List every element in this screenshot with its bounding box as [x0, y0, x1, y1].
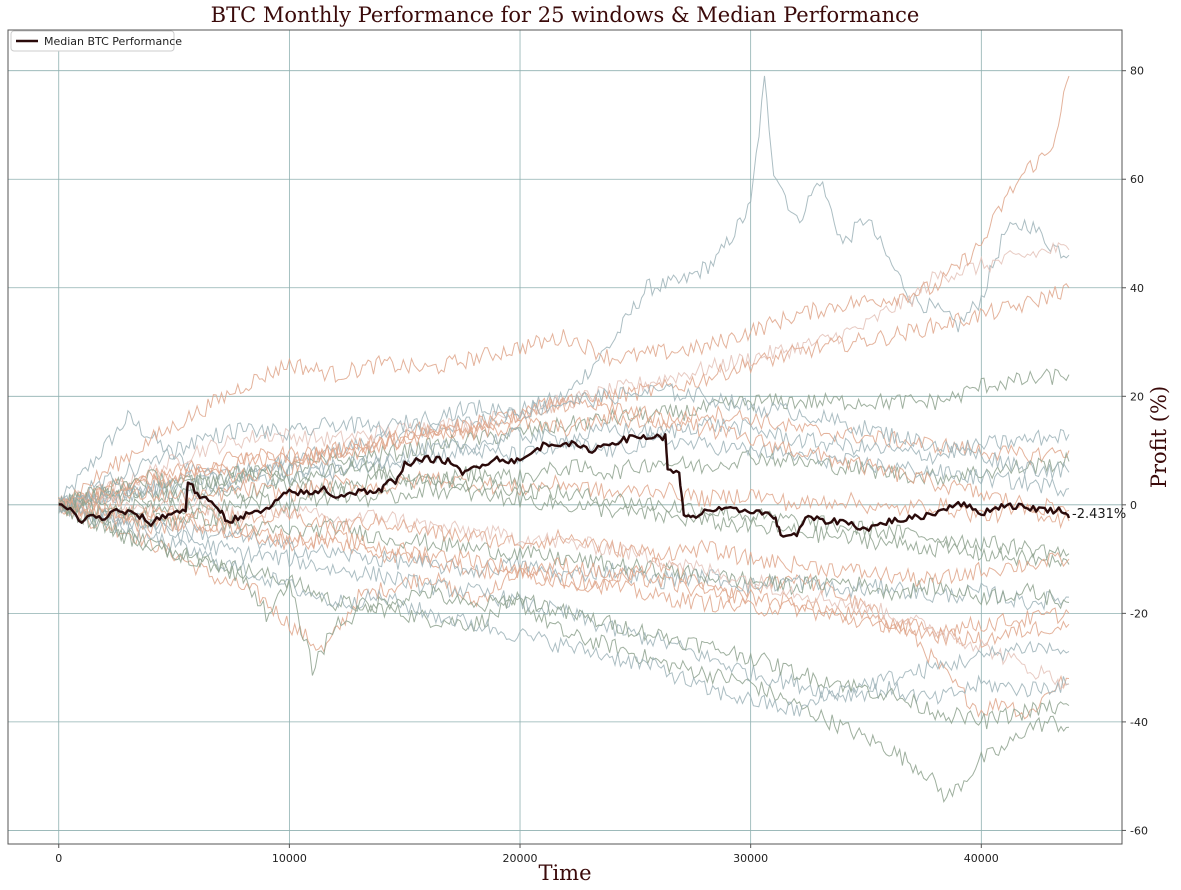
window-series-line-25	[58, 499, 1070, 730]
x-axis-title: Time	[538, 861, 591, 885]
y-tick-label: -60	[1130, 824, 1148, 837]
window-series-line-12	[58, 449, 1070, 513]
legend-label-median: Median BTC Performance	[44, 35, 182, 48]
x-axis-ticks: 0 10000 20000 30000 40000	[55, 844, 999, 865]
y-tick-label: 40	[1130, 282, 1144, 295]
y-tick-label: 20	[1130, 390, 1144, 403]
window-series-line-21	[58, 393, 1070, 516]
x-tick-label: 30000	[733, 852, 768, 865]
window-series-line-1	[58, 75, 1070, 506]
window-series-line-3	[58, 497, 1070, 804]
window-series-line-18	[58, 492, 1070, 691]
y-tick-label: -20	[1130, 607, 1148, 620]
grid	[8, 30, 1122, 844]
plot-frame	[7, 29, 1123, 845]
x-tick-label: 10000	[272, 852, 307, 865]
x-tick-label: 40000	[964, 852, 999, 865]
y-tick-label: 60	[1130, 173, 1144, 186]
window-series-line-23	[58, 383, 1070, 512]
window-series-line-22	[58, 479, 1070, 569]
median-series-line	[58, 433, 1071, 538]
y-tick-label: 80	[1130, 65, 1144, 78]
y-axis-ticks: -60 -40 -20 0 20 40 60 80	[1122, 65, 1148, 837]
window-series-line-20	[58, 497, 1070, 717]
window-series-group	[58, 75, 1070, 804]
window-series-line-19	[58, 459, 1070, 560]
median-series-group	[58, 433, 1071, 538]
window-series-line-17	[58, 502, 1070, 649]
x-tick-label: 0	[55, 852, 62, 865]
window-series-line-13	[58, 498, 1070, 611]
x-tick-label: 20000	[503, 852, 538, 865]
window-series-line-11	[58, 496, 1070, 640]
y-tick-label: 0	[1130, 499, 1137, 512]
y-tick-label: -40	[1130, 716, 1148, 729]
window-series-line-14	[58, 470, 1070, 530]
chart-title: BTC Monthly Performance for 25 windows &…	[211, 3, 920, 27]
legend-box	[10, 30, 175, 52]
window-series-line-10	[58, 416, 1070, 513]
window-series-line-24	[58, 497, 1070, 588]
legend: Median BTC Performance	[10, 30, 182, 52]
window-series-line-9	[58, 404, 1070, 509]
window-series-line-5	[58, 75, 1070, 513]
window-series-line-4	[58, 241, 1070, 506]
y-axis-title: Profit (%)	[1147, 386, 1171, 488]
median-end-annotation: -2.431%	[1072, 507, 1126, 522]
